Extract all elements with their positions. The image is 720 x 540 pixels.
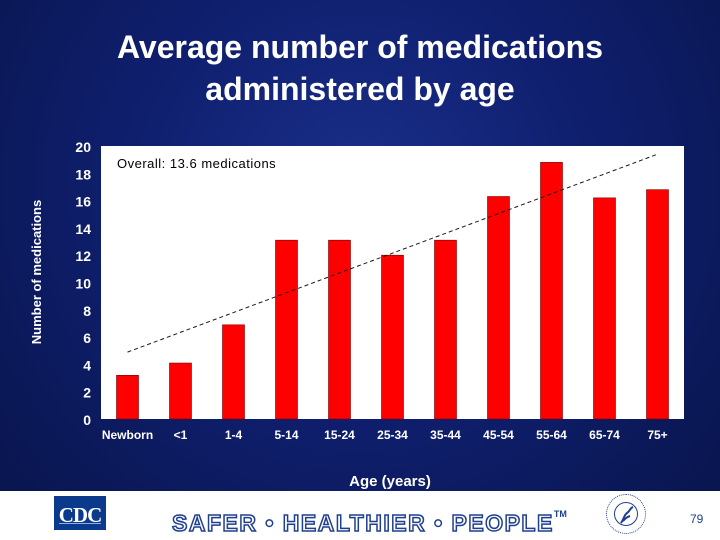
bar (540, 162, 563, 420)
title-line-2: administered by age (205, 71, 515, 107)
y-tick-label: 0 (83, 412, 91, 428)
bar (381, 254, 404, 420)
slide-title: Average number of medications administer… (60, 26, 660, 110)
y-tick-label: 20 (75, 139, 91, 155)
tagline-trademark: TM (553, 509, 567, 519)
x-tick-label: 75+ (647, 428, 667, 442)
x-axis-ticks: Newborn <1 1-4 5-14 15-24 25-34 35-44 45-54 55-6… (102, 428, 668, 442)
x-tick-label: Newborn (102, 428, 153, 442)
tagline-text: SAFER • HEALTHIER • PEOPLE (171, 509, 554, 537)
x-tick-label: 55-64 (536, 428, 567, 442)
bars (116, 162, 669, 420)
bar (169, 362, 192, 420)
x-tick-label: 25-34 (377, 428, 408, 442)
trendline (127, 153, 658, 353)
y-tick-label: 6 (83, 330, 91, 346)
bar (593, 197, 616, 420)
tagline: SAFER • HEALTHIER • PEOPLETM (171, 498, 567, 539)
x-tick-label: 1-4 (225, 428, 243, 442)
y-tick-label: 18 (75, 166, 91, 182)
bar-chart: 0 2 4 6 8 10 12 14 16 18 20 Newborn <1 1-4 5-14 15-24 2… (29, 139, 669, 490)
chart-annotation: Overall: 13.6 medications (117, 156, 276, 171)
y-axis-label: Number of medications (29, 200, 44, 344)
footer-bar: CDC SAFER • HEALTHIER • PEOPLETM 79 (0, 491, 720, 540)
x-tick-label: <1 (174, 428, 188, 442)
y-tick-label: 12 (75, 248, 91, 264)
y-tick-label: 10 (75, 276, 91, 292)
bar (328, 239, 351, 420)
bar (222, 324, 245, 420)
x-tick-label: 15-24 (324, 428, 355, 442)
bar (487, 196, 510, 420)
bar (646, 189, 669, 420)
page-number: 79 (690, 512, 704, 526)
y-tick-label: 14 (75, 221, 91, 237)
x-tick-label: 65-74 (589, 428, 620, 442)
y-axis-ticks: 0 2 4 6 8 10 12 14 16 18 20 (75, 139, 91, 428)
x-tick-label: 5-14 (274, 428, 298, 442)
x-axis-label: Age (years) (349, 473, 431, 490)
title-line-1: Average number of medications (116, 29, 604, 65)
bar (116, 375, 139, 420)
bar (434, 239, 457, 420)
y-tick-label: 4 (83, 357, 91, 373)
y-tick-label: 2 (83, 385, 91, 401)
bar (275, 239, 298, 420)
y-tick-label: 16 (75, 194, 91, 210)
cdc-logo: CDC (54, 496, 106, 530)
x-tick-label: 35-44 (430, 428, 461, 442)
y-tick-label: 8 (83, 303, 91, 319)
hhs-seal-icon (606, 494, 646, 534)
x-tick-label: 45-54 (483, 428, 514, 442)
